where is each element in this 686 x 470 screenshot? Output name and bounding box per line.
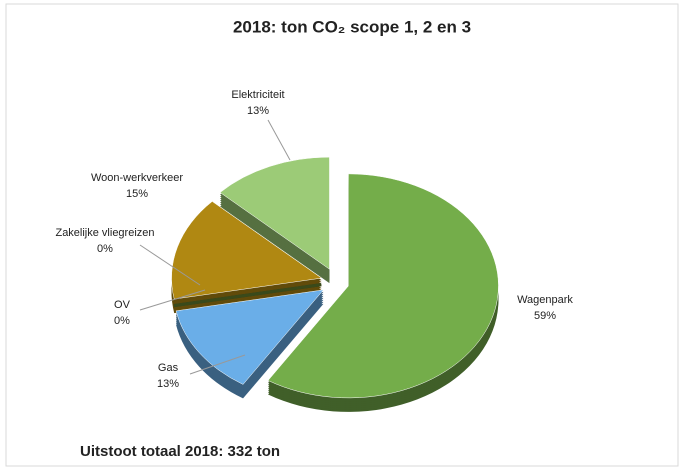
- value-label: 59%: [534, 310, 556, 322]
- chart-title: 2018: ton CO₂ scope 1, 2 en 3: [233, 17, 471, 36]
- value-label: 13%: [247, 105, 269, 117]
- leader-line: [139, 244, 201, 286]
- category-label: Zakelijke vliegreizen: [55, 227, 154, 239]
- category-label: Wagenpark: [517, 294, 573, 306]
- leader-line: [139, 289, 206, 311]
- leader-line: [267, 119, 291, 161]
- pie: [171, 156, 499, 412]
- footer: Uitstoot totaal 2018: 332 ton: [80, 443, 280, 460]
- slice: [171, 201, 323, 300]
- slice: [175, 289, 325, 385]
- leader-line: [189, 354, 246, 375]
- category-label: Elektriciteit: [231, 89, 284, 101]
- slice: [219, 156, 330, 270]
- slice: [267, 173, 499, 399]
- category-label: OV: [114, 299, 131, 311]
- value-label: 13%: [157, 378, 179, 390]
- value-label: 0%: [97, 243, 113, 255]
- value-label: 15%: [126, 188, 148, 200]
- category-label: Woon-werkverkeer: [91, 172, 183, 184]
- slice: [173, 283, 322, 308]
- category-label: Gas: [158, 362, 179, 374]
- value-label: 0%: [114, 315, 130, 327]
